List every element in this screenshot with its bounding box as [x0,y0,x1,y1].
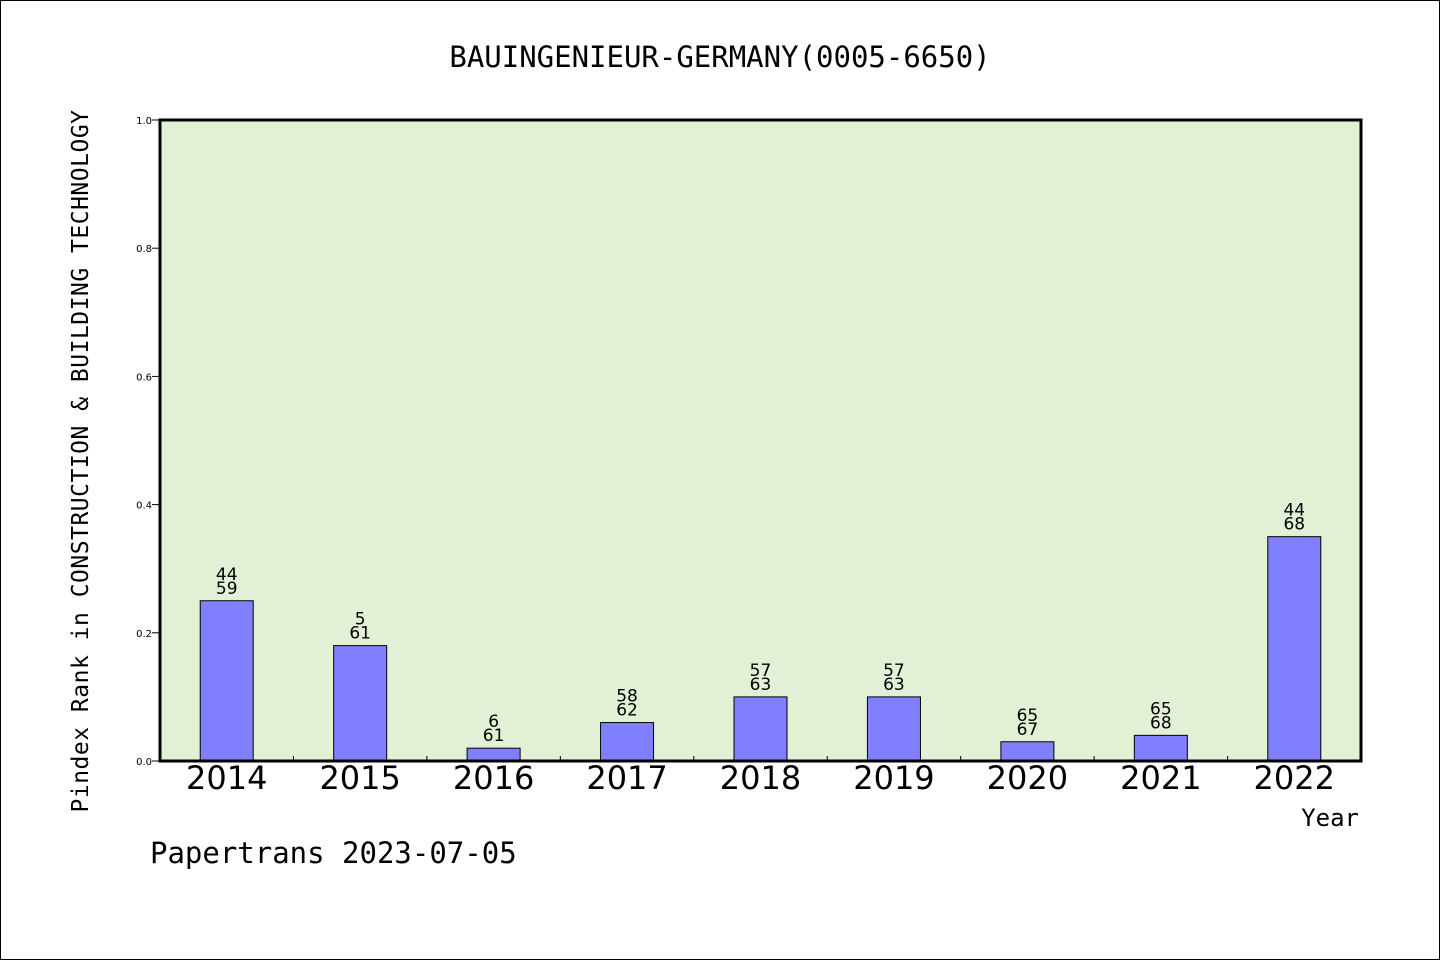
x-axis-ticks: 2014 2015 2016 2017 2018 2019 2020 2021 2022 [186,756,1335,797]
y-tick-label: 0.8 [136,244,152,255]
x-tick-label: 2016 [453,759,534,797]
bar-total-label: 63 [883,675,905,695]
y-axis-label: Pindex Rank in CONSTRUCTION & BUILDING T… [68,109,94,812]
bar-total-label: 68 [1283,515,1305,535]
bar-2016 [466,747,521,762]
x-tick-label: 2014 [186,759,267,797]
bar-total-label: 59 [216,579,238,599]
plot-border [158,118,1363,763]
y-tick-label: 0.0 [136,757,152,768]
x-tick-label: 2017 [586,759,667,797]
bars [199,536,1322,762]
bar-total-label: 67 [1017,720,1039,740]
bar-rank-label: 44 [1283,501,1305,521]
bar-2022 [1267,536,1322,762]
bar-rank-label: 58 [616,687,638,707]
bar-2014 [199,600,254,762]
bar-2021 [1133,734,1188,762]
bar-rank-label: 6 [488,712,499,732]
bar-2019 [866,696,921,762]
y-tick-label: 0.2 [136,629,152,640]
x-tick-label: 2015 [319,759,400,797]
y-tick-label: 1.0 [136,116,152,127]
bar-2018 [733,696,788,762]
bar-rank-label: 65 [1150,699,1172,719]
bar-2020 [1000,741,1055,762]
bar-total-label: 61 [349,624,371,644]
bar-rank-label: 5 [355,610,366,630]
chart-title: BAUINGENIEUR-GERMANY(0005-6650) [449,40,990,74]
x-tick-label: 2020 [987,759,1068,797]
bar-total-label: 68 [1150,713,1172,733]
bar-total-label: 62 [616,701,638,721]
bar-rank-label: 57 [750,661,772,681]
bar-rank-label: 44 [216,565,238,585]
bar-2017 [600,722,655,762]
bar-rank-label: 65 [1017,706,1039,726]
footer-credit: Papertrans 2023-07-05 [150,836,517,870]
x-tick-label: 2021 [1120,759,1201,797]
x-tick-label: 2018 [720,759,801,797]
x-axis-label: Year [1301,804,1359,832]
y-axis-ticks: 0.0 0.2 0.4 0.6 0.8 1.0 [136,116,160,768]
y-tick-label: 0.4 [136,501,152,512]
x-tick-label: 2019 [853,759,934,797]
x-tick-label: 2022 [1254,759,1335,797]
bar-total-label: 61 [483,726,505,746]
y-tick-label: 0.6 [136,372,152,383]
bar-total-label: 63 [750,675,772,695]
bar-2015 [333,645,388,762]
bar-rank-label: 57 [883,661,905,681]
